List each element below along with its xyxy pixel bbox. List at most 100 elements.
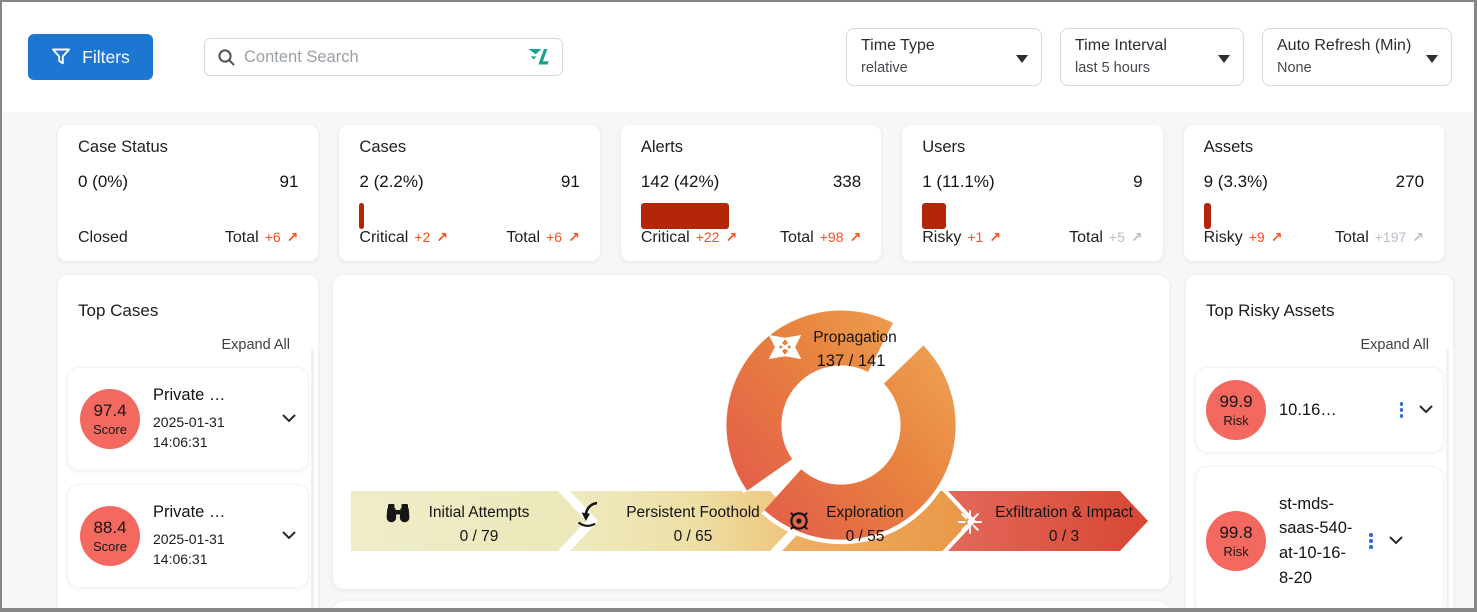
trend-arrow-icon: ↗ bbox=[286, 229, 299, 245]
lucene-logo-icon[interactable] bbox=[520, 46, 552, 68]
top-risky-assets-list: 99.9 Risk 10.16… 99.8 Risk bbox=[1186, 353, 1453, 608]
time-interval-value: last 5 hours bbox=[1075, 60, 1150, 76]
stat-card-alerts: Alerts 142 (42%) 338 Critical +22 ↗ Tota… bbox=[619, 124, 883, 262]
stage-label: Initial Attempts bbox=[429, 504, 530, 521]
auto-refresh-label: Auto Refresh (Min) bbox=[1277, 37, 1412, 54]
time-type-value: relative bbox=[861, 60, 908, 76]
kebab-menu-icon[interactable] bbox=[1397, 399, 1407, 421]
stat-card-row: Case Status 0 (0%) 91 Closed Total +6 ↗ bbox=[2, 112, 1474, 262]
filters-button[interactable]: Filters bbox=[28, 34, 153, 80]
next-card-partial bbox=[332, 600, 1170, 608]
case-name: Private … bbox=[153, 385, 226, 404]
caret-down-icon bbox=[1016, 55, 1028, 69]
asset-item[interactable]: 99.9 Risk 10.16… bbox=[1195, 367, 1444, 453]
footer-left[interactable]: Critical +22 ↗ bbox=[640, 229, 738, 246]
top-cases-title: Top Cases bbox=[78, 301, 159, 320]
chevron-down-icon[interactable] bbox=[1419, 401, 1433, 419]
burst-icon bbox=[958, 510, 982, 534]
loop-label: Propagation bbox=[813, 329, 897, 346]
footer-right[interactable]: Total +6 ↗ bbox=[224, 229, 299, 246]
caret-down-icon bbox=[1426, 55, 1438, 69]
case-item[interactable]: 88.4 Score Private … 2025-01-31 14:06:31 bbox=[67, 484, 309, 588]
kebab-menu-icon[interactable] bbox=[1366, 530, 1376, 552]
stat-card-cases: Cases 2 (2.2%) 91 Critical +2 ↗ Total +6 bbox=[338, 124, 601, 262]
asset-name: st-mds-saas-540-at-10-16-8-20 bbox=[1279, 494, 1353, 587]
top-cases-list: 97.4 Score Private … 2025-01-31 14:06:31 bbox=[58, 353, 318, 588]
ratio-bar bbox=[922, 203, 946, 229]
stage-initial-attempts[interactable] bbox=[351, 491, 586, 551]
trend-arrow-icon: ↗ bbox=[1412, 229, 1425, 245]
foothold-icon bbox=[577, 501, 598, 527]
total-value: 9 bbox=[1133, 172, 1143, 191]
filters-button-label: Filters bbox=[82, 46, 130, 67]
chevron-down-icon[interactable] bbox=[1389, 532, 1403, 550]
propagation-loop[interactable] bbox=[721, 306, 961, 545]
footer-left[interactable]: Risky +1 ↗ bbox=[922, 229, 1002, 246]
stat-card-case-status: Case Status 0 (0%) 91 Closed Total +6 ↗ bbox=[57, 124, 320, 262]
trend-arrow-icon: ↗ bbox=[1270, 229, 1283, 245]
stage-persistent-foothold[interactable] bbox=[570, 491, 798, 551]
footer-right[interactable]: Total +197 ↗ bbox=[1334, 229, 1425, 246]
selected-value: 142 (42%) bbox=[640, 172, 720, 191]
card-title: Cases bbox=[359, 138, 407, 156]
trend-arrow-icon: ↗ bbox=[1130, 229, 1143, 245]
auto-refresh-value: None bbox=[1277, 60, 1312, 76]
search-input[interactable] bbox=[244, 47, 520, 67]
loop-count: 137 / 141 bbox=[817, 352, 886, 370]
stage-count: 0 / 65 bbox=[674, 528, 713, 545]
time-interval-dropdown[interactable]: Time Interval last 5 hours bbox=[1060, 28, 1244, 86]
selected-value: 9 (3.3%) bbox=[1203, 172, 1268, 191]
attack-chain-card: Propagation 137 / 141 bbox=[332, 274, 1170, 590]
case-name: Private … bbox=[153, 502, 226, 521]
trend-arrow-icon: ↗ bbox=[436, 229, 448, 245]
top-risky-assets-title: Top Risky Assets bbox=[1206, 301, 1335, 320]
target-icon bbox=[790, 512, 808, 530]
score-badge: 88.4 Score bbox=[80, 506, 140, 566]
dashboard-body: Case Status 0 (0%) 91 Closed Total +6 ↗ bbox=[2, 112, 1474, 608]
footer-right[interactable]: Total +5 ↗ bbox=[1069, 229, 1143, 246]
ratio-bar bbox=[359, 203, 365, 229]
selected-value: 1 (11.1%) bbox=[922, 172, 995, 191]
total-value: 338 bbox=[832, 172, 862, 191]
total-value: 91 bbox=[560, 172, 580, 191]
attack-chain-column: Propagation 137 / 141 bbox=[332, 274, 1170, 608]
time-interval-label: Time Interval bbox=[1075, 37, 1167, 54]
top-cases-expand-all[interactable]: Expand All bbox=[221, 337, 290, 353]
time-type-dropdown[interactable]: Time Type relative bbox=[846, 28, 1042, 86]
stage-count: 0 / 3 bbox=[1049, 528, 1079, 545]
card-title: Alerts bbox=[640, 138, 683, 156]
ratio-bar bbox=[640, 203, 729, 229]
asset-item[interactable]: 99.8 Risk st-mds-saas-540-at-10-16-8-20 bbox=[1195, 466, 1444, 608]
total-value: 91 bbox=[279, 172, 299, 191]
footer-right[interactable]: Total +98 ↗ bbox=[779, 229, 862, 246]
case-timestamp: 2025-01-31 14:06:31 bbox=[153, 413, 225, 450]
card-title: Users bbox=[922, 138, 966, 156]
chevron-down-icon[interactable] bbox=[282, 527, 296, 545]
stage-count: 0 / 79 bbox=[460, 528, 499, 545]
trend-arrow-icon: ↗ bbox=[568, 229, 580, 245]
content-search-box bbox=[204, 38, 563, 76]
stat-card-users: Users 1 (11.1%) 9 Risky +1 ↗ Total +5 ↗ bbox=[901, 124, 1164, 262]
auto-refresh-dropdown[interactable]: Auto Refresh (Min) None bbox=[1262, 28, 1452, 86]
selected-value: 2 (2.2%) bbox=[359, 172, 424, 191]
card-title: Case Status bbox=[78, 138, 168, 156]
top-risky-assets-expand-all[interactable]: Expand All bbox=[1360, 337, 1429, 353]
footer-left[interactable]: Risky +9 ↗ bbox=[1203, 229, 1283, 246]
footer-left[interactable]: Closed bbox=[78, 229, 128, 246]
chevron-down-icon[interactable] bbox=[282, 410, 296, 428]
ratio-bar bbox=[1203, 203, 1211, 229]
panels-row: Top Cases Expand All 97.4 Score Private … bbox=[2, 262, 1474, 608]
case-item[interactable]: 97.4 Score Private … 2025-01-31 14:06:31 bbox=[67, 367, 309, 471]
binoculars-icon bbox=[386, 504, 410, 523]
total-value: 270 bbox=[1395, 172, 1425, 191]
trend-arrow-icon: ↗ bbox=[989, 229, 1002, 245]
caret-down-icon bbox=[1218, 55, 1230, 69]
stage-label: Persistent Foothold bbox=[626, 504, 760, 521]
footer-left[interactable]: Critical +2 ↗ bbox=[359, 229, 448, 246]
shuffle-icon bbox=[768, 334, 802, 360]
stage-count: 0 / 55 bbox=[846, 528, 885, 545]
time-type-label: Time Type bbox=[861, 37, 935, 54]
footer-right[interactable]: Total +6 ↗ bbox=[506, 229, 580, 246]
top-toolbar: Filters Time Type bbox=[2, 2, 1474, 112]
